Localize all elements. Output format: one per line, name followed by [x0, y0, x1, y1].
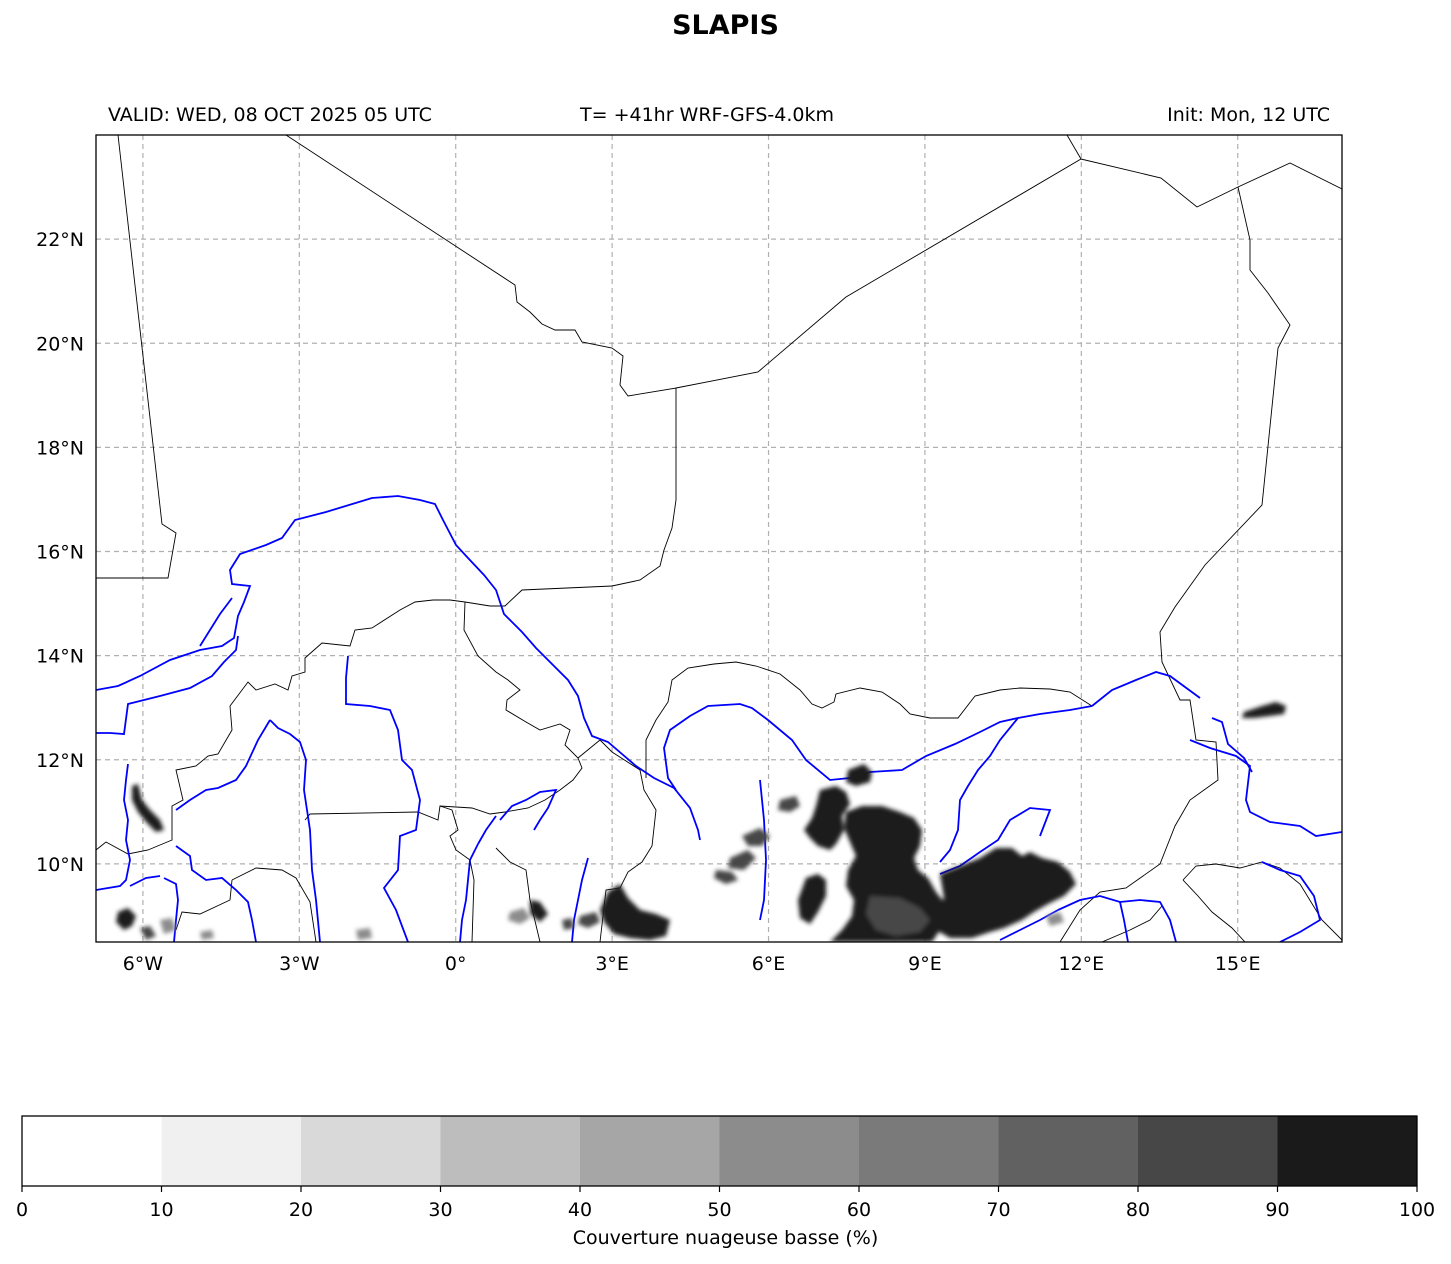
colorbar-swatch [859, 1116, 999, 1186]
lon-tick-label: 6°W [123, 953, 164, 975]
map-title: SLAPIS [672, 10, 779, 41]
colorbar-tick-label: 30 [428, 1199, 452, 1221]
colorbar-swatch [301, 1116, 441, 1186]
lon-tick-label: 6°E [752, 953, 786, 975]
rivers [96, 495, 1342, 942]
colorbar-tick-label: 10 [149, 1199, 173, 1221]
valid-time-label: VALID: WED, 08 OCT 2025 05 UTC [108, 104, 432, 126]
country-borders [96, 135, 1342, 942]
lat-tick-label: 10°N [36, 854, 84, 876]
colorbar-tick-label: 50 [707, 1199, 731, 1221]
lon-tick-label: 3°W [279, 953, 320, 975]
colorbar-tick-label: 80 [1126, 1199, 1150, 1221]
colorbar-swatch [440, 1116, 581, 1186]
colorbar-tick-label: 70 [986, 1199, 1010, 1221]
colorbar-swatch [580, 1116, 720, 1186]
colorbar-swatch [161, 1116, 302, 1186]
lon-tick-label: 3°E [595, 953, 629, 975]
cloud-cover-field [116, 702, 1286, 942]
lon-tick-label: 9°E [908, 953, 942, 975]
colorbar-swatch [719, 1116, 860, 1186]
colorbar-tick-label: 0 [16, 1199, 28, 1221]
colorbar-label: Couverture nuageuse basse (%) [572, 1227, 879, 1249]
colorbar-tick-label: 20 [289, 1199, 313, 1221]
axis-ticks: 6°W 3°W 0° 3°E 6°E 9°E 12°E 15°E 10°N 12°N 14°N 16°… [36, 229, 1260, 975]
lat-tick-label: 12°N [36, 750, 84, 772]
colorbar-swatch [998, 1116, 1139, 1186]
colorbar-tick-label: 90 [1265, 1199, 1289, 1221]
lon-tick-label: 0° [445, 953, 467, 975]
lat-tick-label: 22°N [36, 229, 84, 251]
lat-tick-label: 18°N [36, 437, 84, 459]
colorbar-swatch [22, 1116, 162, 1186]
lat-tick-label: 20°N [36, 333, 84, 355]
forecast-run-label: T= +41hr WRF-GFS-4.0km [580, 104, 834, 126]
colorbar-swatch [1138, 1116, 1278, 1186]
lon-tick-label: 15°E [1215, 953, 1261, 975]
lat-tick-label: 14°N [36, 646, 84, 668]
init-time-label: Init: Mon, 12 UTC [1167, 104, 1330, 126]
map-frame [95, 134, 1343, 943]
colorbar-tick-label: 60 [847, 1199, 871, 1221]
colorbar-tick-label: 40 [568, 1199, 592, 1221]
colorbar-tick-label: 100 [1399, 1199, 1435, 1221]
colorbar: 0 10 20 30 40 50 60 70 80 90 100 [16, 1115, 1435, 1221]
map-gridlines [96, 135, 1342, 942]
colorbar-swatch [1277, 1116, 1418, 1186]
lat-tick-label: 16°N [36, 542, 84, 564]
lon-tick-label: 12°E [1058, 953, 1104, 975]
